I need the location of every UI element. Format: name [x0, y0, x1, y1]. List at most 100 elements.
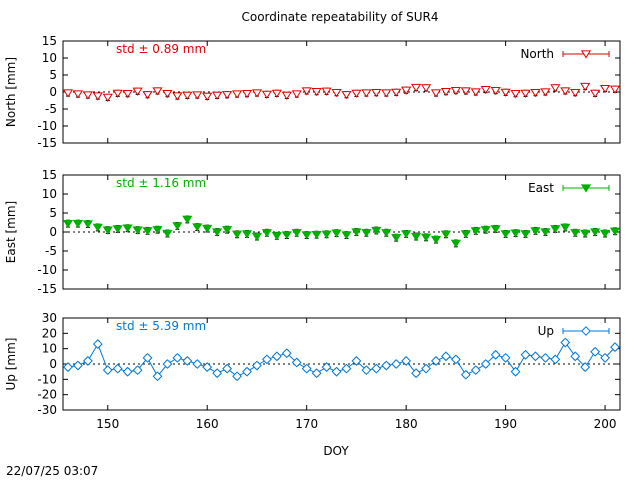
x-tick-label: 150	[96, 417, 119, 431]
north-data-point	[291, 90, 302, 99]
up-data-point	[351, 356, 362, 366]
north-data-point	[72, 90, 84, 99]
east-data-point	[281, 231, 292, 240]
north-data-point	[82, 91, 93, 100]
up-data-point	[112, 363, 123, 374]
east-data-point	[202, 224, 213, 234]
east-data-point	[391, 234, 402, 243]
east-data-point	[470, 227, 481, 236]
north-data-point	[112, 89, 123, 98]
panel-east: -15 -10 -5 0 5 10 15 East [mm] std ± 1.16 mm East	[4, 168, 621, 296]
up-data-point	[92, 339, 103, 349]
north-data-point	[490, 86, 501, 96]
north-data-point	[142, 91, 153, 100]
east-legend-marker	[580, 184, 592, 193]
north-data-point	[500, 88, 511, 97]
up-legend-label: Up	[538, 324, 554, 338]
east-ytick-label: 0	[49, 225, 57, 239]
east-data-point	[540, 228, 551, 237]
north-data-point	[132, 87, 143, 96]
east-data-point	[381, 229, 392, 238]
east-data-point	[430, 235, 442, 245]
north-data-point	[560, 87, 571, 96]
north-data-point	[162, 90, 173, 99]
x-tick-label: 190	[494, 417, 517, 431]
up-data-point	[73, 360, 83, 371]
north-data-point	[371, 89, 382, 98]
east-data-point	[241, 230, 253, 239]
north-data-point	[222, 91, 233, 100]
east-data-point	[590, 228, 601, 237]
north-data-point	[470, 88, 481, 97]
up-data-point	[252, 360, 262, 371]
east-data-point	[440, 230, 452, 239]
north-data-point	[430, 89, 442, 98]
east-data-point	[520, 230, 531, 239]
up-legend: Up	[538, 324, 610, 338]
north-data-point	[440, 88, 452, 97]
east-data-point	[321, 230, 332, 239]
north-data-point	[331, 89, 342, 98]
north-data-point	[480, 85, 491, 95]
up-ytick-label: 30	[42, 311, 57, 325]
up-data-point	[102, 365, 113, 376]
east-data-point	[162, 229, 173, 239]
up-ytick-label: 10	[42, 342, 57, 356]
north-data-point	[550, 84, 561, 93]
up-data-point	[540, 352, 551, 363]
up-data-point	[122, 366, 133, 377]
east-data-point	[222, 226, 233, 235]
north-data-point	[182, 91, 193, 100]
north-data-point	[251, 89, 263, 98]
up-data-point	[580, 362, 591, 372]
north-data-point	[609, 85, 621, 94]
east-data-point	[192, 223, 203, 232]
east-data-point	[72, 219, 84, 229]
east-data-point	[361, 229, 372, 238]
up-data-point	[470, 365, 481, 376]
north-data-point	[599, 84, 611, 94]
north-legend-marker	[580, 50, 592, 59]
up-data-point	[152, 371, 163, 382]
east-data-point	[510, 229, 521, 238]
up-data-point	[261, 354, 272, 365]
east-data-point	[92, 223, 103, 232]
east-ytick-label: 5	[49, 206, 57, 220]
north-data-point	[321, 87, 332, 96]
footer-timestamp: 22/07/25 03:07	[6, 464, 98, 478]
east-data-point	[609, 227, 621, 236]
up-data-point	[291, 357, 302, 368]
north-data-point	[212, 91, 223, 100]
up-data-point	[82, 356, 93, 366]
east-data-point	[351, 228, 362, 237]
north-data-point	[311, 88, 322, 97]
up-data-point	[192, 359, 203, 369]
north-data-point	[580, 82, 591, 92]
north-data-point	[410, 83, 422, 93]
up-data-point	[311, 368, 322, 379]
north-legend: North	[520, 47, 610, 61]
north-data-point	[450, 86, 461, 96]
east-data-point	[142, 227, 153, 236]
north-data-point	[361, 89, 372, 98]
north-data-point	[401, 86, 412, 95]
chart-title: Coordinate repeatability of SUR4	[241, 10, 438, 24]
east-data-point	[500, 230, 511, 239]
east-data-point	[450, 239, 461, 248]
up-data-point	[460, 369, 471, 380]
east-data-point	[82, 220, 93, 229]
east-data-point	[102, 226, 113, 235]
north-data-point	[102, 93, 113, 102]
east-data-point	[341, 231, 352, 240]
north-data-point	[570, 89, 581, 98]
east-data-point	[410, 232, 422, 242]
north-data-point	[351, 89, 362, 98]
north-data-point	[261, 90, 273, 99]
north-data-point	[460, 87, 471, 96]
up-data-point	[590, 346, 601, 357]
north-ytick-label: 10	[42, 51, 57, 65]
up-data-point	[361, 365, 372, 376]
east-data-point	[371, 226, 382, 235]
east-data-point	[172, 222, 183, 231]
